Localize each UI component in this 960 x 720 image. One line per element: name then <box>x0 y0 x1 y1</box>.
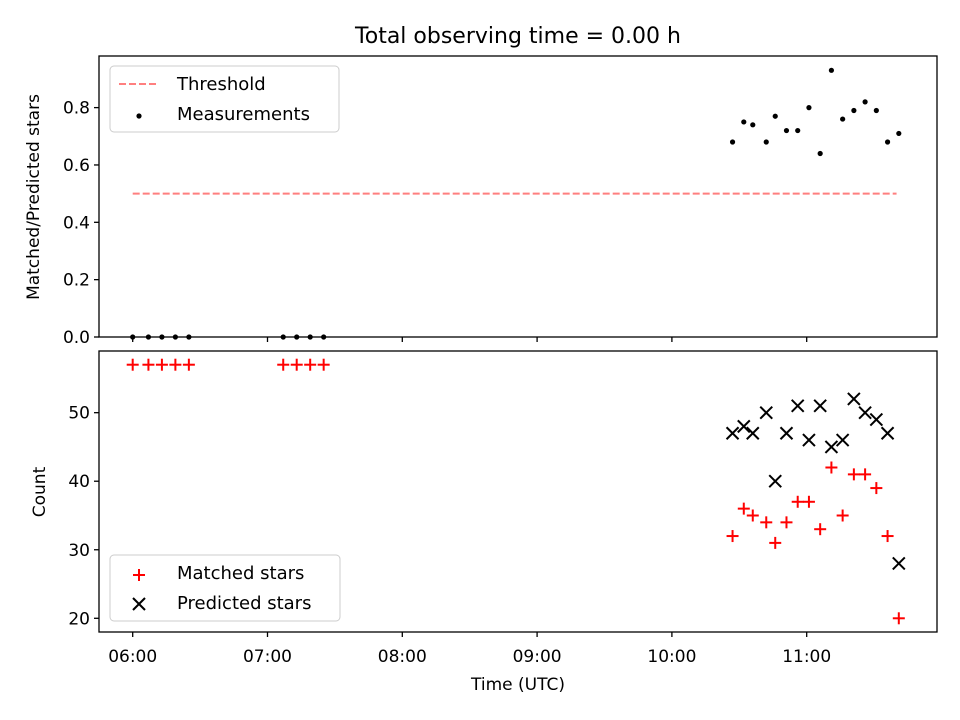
matched-star-point <box>802 495 815 508</box>
predicted-star-point <box>892 556 906 571</box>
predicted-stars-legend-label: Predicted stars <box>177 593 311 614</box>
predicted-star-point <box>813 399 827 413</box>
top-y-tick-label: 0.6 <box>63 156 90 176</box>
bottom-x-tick-label: 11:00 <box>782 647 831 667</box>
matched-star-point <box>859 468 872 481</box>
measurements-legend-label: Measurements <box>177 104 310 125</box>
top-y-tick-label: 0.2 <box>63 271 90 291</box>
top-y-tick-label: 0.8 <box>63 99 90 119</box>
measurement-point <box>729 139 736 145</box>
bottom-y-tick-label: 20 <box>68 609 90 629</box>
predicted-star-point <box>768 474 782 488</box>
matched-star-point <box>126 358 139 371</box>
matched-star-point <box>791 495 804 508</box>
measurement-point <box>828 67 835 73</box>
measurement-point <box>741 119 747 125</box>
measurement-point <box>750 122 756 128</box>
measurement-point <box>873 107 879 114</box>
matched-star-point <box>825 461 838 474</box>
matched-star-point <box>290 358 303 371</box>
measurements-legend-swatch <box>136 113 142 119</box>
matched-star-point <box>182 358 195 371</box>
matched-star-point <box>169 358 182 371</box>
measurement-point <box>817 150 823 157</box>
bottom-x-axis-label: Time (UTC) <box>470 675 565 695</box>
measurement-point <box>862 99 868 105</box>
predicted-star-point <box>737 419 751 434</box>
bottom-axes-frame <box>98 350 938 633</box>
measurement-point <box>772 113 778 119</box>
top-y-tick-label: 0.4 <box>63 213 90 233</box>
chart-title: Total observing time = 0.00 h <box>354 24 681 49</box>
predicted-star-point <box>791 399 805 413</box>
matched-stars-legend-label: Matched stars <box>177 563 304 584</box>
predicted-stars-legend-swatch <box>132 597 146 611</box>
measurement-point <box>840 116 846 122</box>
bottom-x-tick-label: 10:00 <box>647 647 696 667</box>
measurement-point <box>851 107 857 114</box>
predicted-star-point <box>880 426 895 440</box>
predicted-star-point <box>824 440 839 454</box>
bottom-legend: Matched stars Predicted stars <box>109 554 341 622</box>
top-legend: Threshold Measurements <box>109 65 340 133</box>
matched-star-point <box>155 358 168 371</box>
measurement-point <box>795 127 801 134</box>
predicted-star-point <box>869 412 884 427</box>
top-y-tick-label: 0.0 <box>63 328 90 348</box>
matched-star-point <box>780 516 793 529</box>
matched-star-point <box>836 509 849 522</box>
matched-star-point <box>726 530 739 543</box>
bottom-y-tick-label: 40 <box>68 472 90 492</box>
bottom-y-axis: 20 30 40 50 <box>68 404 99 629</box>
bottom-x-tick-label: 09:00 <box>513 647 562 667</box>
threshold-legend-label: Threshold <box>176 74 266 95</box>
bottom-plot-area <box>126 358 906 625</box>
measurement-point <box>783 127 790 134</box>
matched-star-point <box>814 523 827 536</box>
measurement-point <box>806 105 812 111</box>
bottom-x-tick-label: 07:00 <box>243 647 292 667</box>
matched-star-point <box>317 358 330 371</box>
predicted-star-point <box>759 405 773 420</box>
top-legend-box <box>109 65 340 133</box>
matched-star-point <box>870 482 883 495</box>
matched-star-point <box>746 509 759 522</box>
matched-star-point <box>142 358 155 371</box>
top-y-axis: 0.0 0.2 0.4 0.6 0.8 <box>63 99 99 348</box>
bottom-x-axis: 06:00 07:00 08:00 09:00 10:00 11:00 <box>108 632 831 667</box>
matched-star-point <box>737 502 750 515</box>
matched-stars-legend-swatch <box>133 569 145 581</box>
bottom-y-tick-label: 30 <box>68 541 90 561</box>
top-x-axis <box>132 337 808 342</box>
matched-star-point <box>304 358 317 371</box>
top-axes-frame <box>98 55 938 338</box>
bottom-x-tick-label: 08:00 <box>378 647 427 667</box>
predicted-star-point <box>858 405 872 420</box>
predicted-star-point <box>847 392 861 406</box>
predicted-star-point <box>779 426 794 440</box>
measurement-point <box>884 139 891 145</box>
bottom-x-tick-label: 06:00 <box>108 647 157 667</box>
bottom-legend-box <box>109 554 341 622</box>
matched-star-point <box>760 516 773 529</box>
matched-star-point <box>847 468 860 481</box>
matched-star-point <box>892 612 905 625</box>
bottom-y-tick-label: 50 <box>68 404 90 424</box>
matched-star-point <box>881 530 894 543</box>
predicted-star-point <box>746 426 760 440</box>
measurement-point <box>763 139 769 145</box>
matched-star-point <box>277 358 290 371</box>
matched-star-point <box>769 536 782 549</box>
measurement-point <box>896 130 902 137</box>
predicted-star-point <box>835 433 850 447</box>
predicted-star-point <box>802 433 816 447</box>
predicted-star-point <box>725 426 740 440</box>
bottom-y-axis-label: Count <box>30 466 50 517</box>
top-y-axis-label: Matched/Predicted stars <box>24 94 44 300</box>
